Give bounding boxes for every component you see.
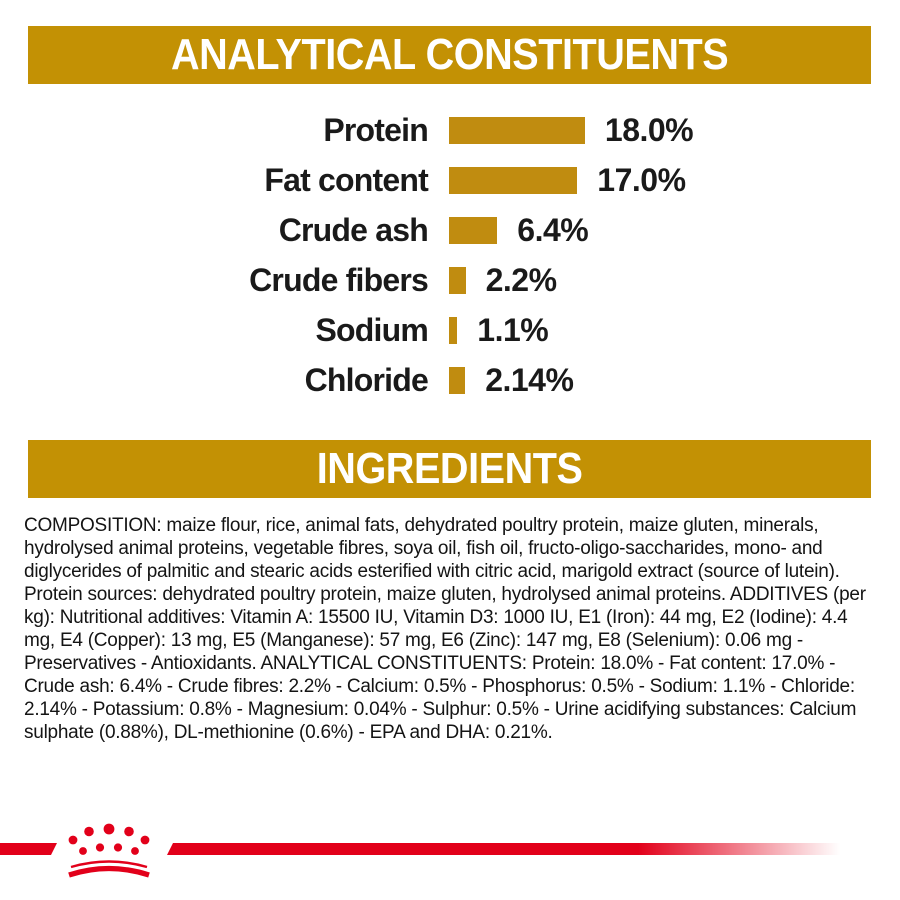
footer-line-right <box>167 843 840 855</box>
ingredients-title: INGREDIENTS <box>316 444 583 493</box>
composition-text: COMPOSITION: maize flour, rice, animal f… <box>24 515 866 743</box>
chart-bar <box>449 216 498 244</box>
chart-row: Fat content 17.0% <box>0 155 900 205</box>
chart-category-label: Protein <box>323 111 428 148</box>
chart-bar <box>449 366 466 394</box>
chart-row: Crude ash 6.4% <box>0 205 900 255</box>
chart-value-label: 2.14% <box>485 361 574 398</box>
chart-row: Crude fibers 2.2% <box>0 255 900 305</box>
analytical-constituents-banner: ANALYTICAL CONSTITUENTS <box>28 26 871 84</box>
chart-value-label: 18.0% <box>604 111 694 148</box>
chart-value-label: 2.2% <box>485 261 557 298</box>
chart-bar <box>449 266 466 294</box>
analytical-constituents-title: ANALYTICAL CONSTITUENTS <box>170 30 729 79</box>
chart-row: Sodium 1.1% <box>0 305 900 355</box>
chart-value-label: 1.1% <box>477 311 549 348</box>
chart-value-label: 17.0% <box>597 161 686 198</box>
chart-row: Chloride 2.14% <box>0 355 900 405</box>
chart-row: Protein 18.0% <box>0 105 900 155</box>
footer-line-left <box>0 843 57 855</box>
chart-bar <box>449 166 578 194</box>
chart-category-label: Crude fibers <box>249 261 429 298</box>
chart-bar <box>449 316 458 344</box>
chart-value-label: 6.4% <box>517 211 589 248</box>
royal-canin-crown-logo <box>68 823 150 878</box>
chart-category-label: Crude ash <box>278 211 429 248</box>
chart-category-label: Fat content <box>264 161 428 198</box>
analytical-constituents-chart: Protein 18.0% Fat content 17.0% Crude ash 6.4… <box>0 105 900 405</box>
chart-category-label: Chloride <box>304 361 429 398</box>
chart-bar <box>449 116 585 144</box>
chart-category-label: Sodium <box>315 311 428 348</box>
ingredients-banner: INGREDIENTS <box>28 440 871 498</box>
